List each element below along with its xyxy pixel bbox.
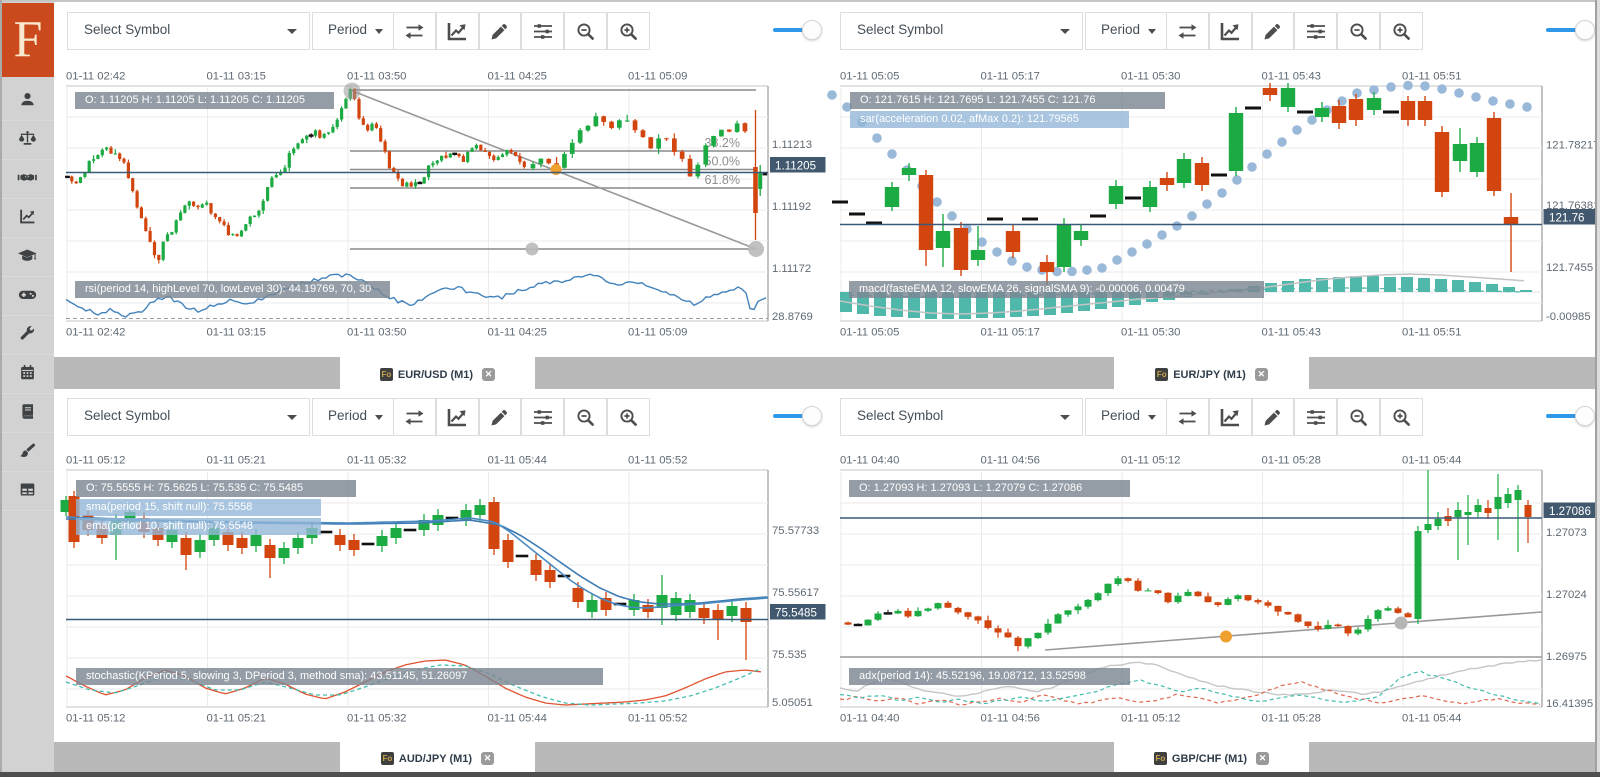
svg-text:01-11 05:05: 01-11 05:05	[840, 71, 899, 83]
svg-text:1.27086: 1.27086	[1549, 505, 1591, 518]
svg-text:01-11 02:42: 01-11 02:42	[66, 71, 125, 83]
svg-text:1.11172: 1.11172	[772, 263, 811, 275]
svg-text:01-11 05:12: 01-11 05:12	[66, 455, 125, 467]
svg-text:01-11 05:32: 01-11 05:32	[347, 713, 406, 725]
svg-text:01-11 05:44: 01-11 05:44	[1402, 455, 1461, 467]
svg-text:01-11 05:44: 01-11 05:44	[488, 455, 547, 467]
svg-text:01-11 03:50: 01-11 03:50	[347, 71, 406, 83]
svg-text:01-11 03:15: 01-11 03:15	[207, 71, 266, 83]
svg-text:38.2%: 38.2%	[705, 136, 740, 150]
svg-text:01-11 05:21: 01-11 05:21	[207, 455, 266, 467]
svg-text:121.7455: 121.7455	[1546, 262, 1593, 274]
svg-text:01-11 05:51: 01-11 05:51	[1402, 71, 1461, 83]
svg-text:01-11 05:43: 01-11 05:43	[1262, 71, 1321, 83]
svg-text:01-11 05:09: 01-11 05:09	[628, 327, 687, 339]
svg-text:01-11 02:42: 01-11 02:42	[66, 327, 125, 339]
svg-text:28.8769: 28.8769	[772, 311, 813, 323]
svg-text:01-11 05:52: 01-11 05:52	[628, 455, 687, 467]
svg-text:75.55617: 75.55617	[772, 587, 819, 599]
svg-text:1.11205: 1.11205	[775, 160, 816, 173]
svg-text:01-11 05:51: 01-11 05:51	[1402, 327, 1461, 339]
svg-text:01-11 05:17: 01-11 05:17	[981, 327, 1040, 339]
svg-text:01-11 05:09: 01-11 05:09	[628, 71, 687, 83]
svg-text:1.11213: 1.11213	[772, 139, 812, 151]
svg-text:01-11 04:40: 01-11 04:40	[840, 455, 899, 467]
svg-text:1.27024: 1.27024	[1546, 589, 1587, 601]
svg-text:01-11 05:12: 01-11 05:12	[1121, 713, 1180, 725]
svg-text:01-11 05:43: 01-11 05:43	[1262, 327, 1321, 339]
svg-text:01-11 05:12: 01-11 05:12	[66, 713, 125, 725]
svg-text:-0.00985: -0.00985	[1546, 311, 1591, 323]
svg-text:61.8%: 61.8%	[705, 173, 740, 187]
svg-text:01-11 04:25: 01-11 04:25	[488, 327, 547, 339]
svg-text:5.05051: 5.05051	[772, 697, 813, 709]
svg-text:75.535: 75.535	[772, 649, 807, 661]
svg-text:01-11 05:52: 01-11 05:52	[628, 713, 687, 725]
svg-text:01-11 05:44: 01-11 05:44	[1402, 713, 1461, 725]
svg-text:01-11 05:30: 01-11 05:30	[1121, 327, 1180, 339]
svg-text:01-11 03:50: 01-11 03:50	[347, 327, 406, 339]
svg-text:01-11 05:12: 01-11 05:12	[1121, 455, 1180, 467]
svg-text:121.76: 121.76	[1549, 212, 1584, 225]
svg-text:01-11 04:40: 01-11 04:40	[840, 713, 899, 725]
svg-text:01-11 05:32: 01-11 05:32	[347, 455, 406, 467]
svg-text:01-11 05:21: 01-11 05:21	[207, 713, 266, 725]
svg-text:75.57733: 75.57733	[772, 525, 819, 537]
svg-text:01-11 05:44: 01-11 05:44	[488, 713, 547, 725]
svg-text:1.27073: 1.27073	[1546, 527, 1587, 539]
svg-text:01-11 05:17: 01-11 05:17	[981, 71, 1040, 83]
svg-text:16.41395: 16.41395	[1546, 698, 1593, 710]
svg-text:75.5485: 75.5485	[775, 607, 817, 620]
svg-text:50.0%: 50.0%	[705, 155, 740, 169]
svg-text:01-11 05:28: 01-11 05:28	[1262, 455, 1321, 467]
svg-text:01-11 03:15: 01-11 03:15	[207, 327, 266, 339]
svg-text:01-11 05:28: 01-11 05:28	[1262, 713, 1321, 725]
svg-text:1.11192: 1.11192	[772, 201, 811, 213]
svg-text:01-11 04:56: 01-11 04:56	[981, 713, 1040, 725]
svg-text:01-11 04:56: 01-11 04:56	[981, 455, 1040, 467]
svg-text:01-11 05:05: 01-11 05:05	[840, 327, 899, 339]
svg-text:1.26975: 1.26975	[1546, 651, 1587, 663]
svg-text:121.78217: 121.78217	[1546, 140, 1599, 152]
svg-text:01-11 04:25: 01-11 04:25	[488, 71, 547, 83]
svg-text:01-11 05:30: 01-11 05:30	[1121, 71, 1180, 83]
